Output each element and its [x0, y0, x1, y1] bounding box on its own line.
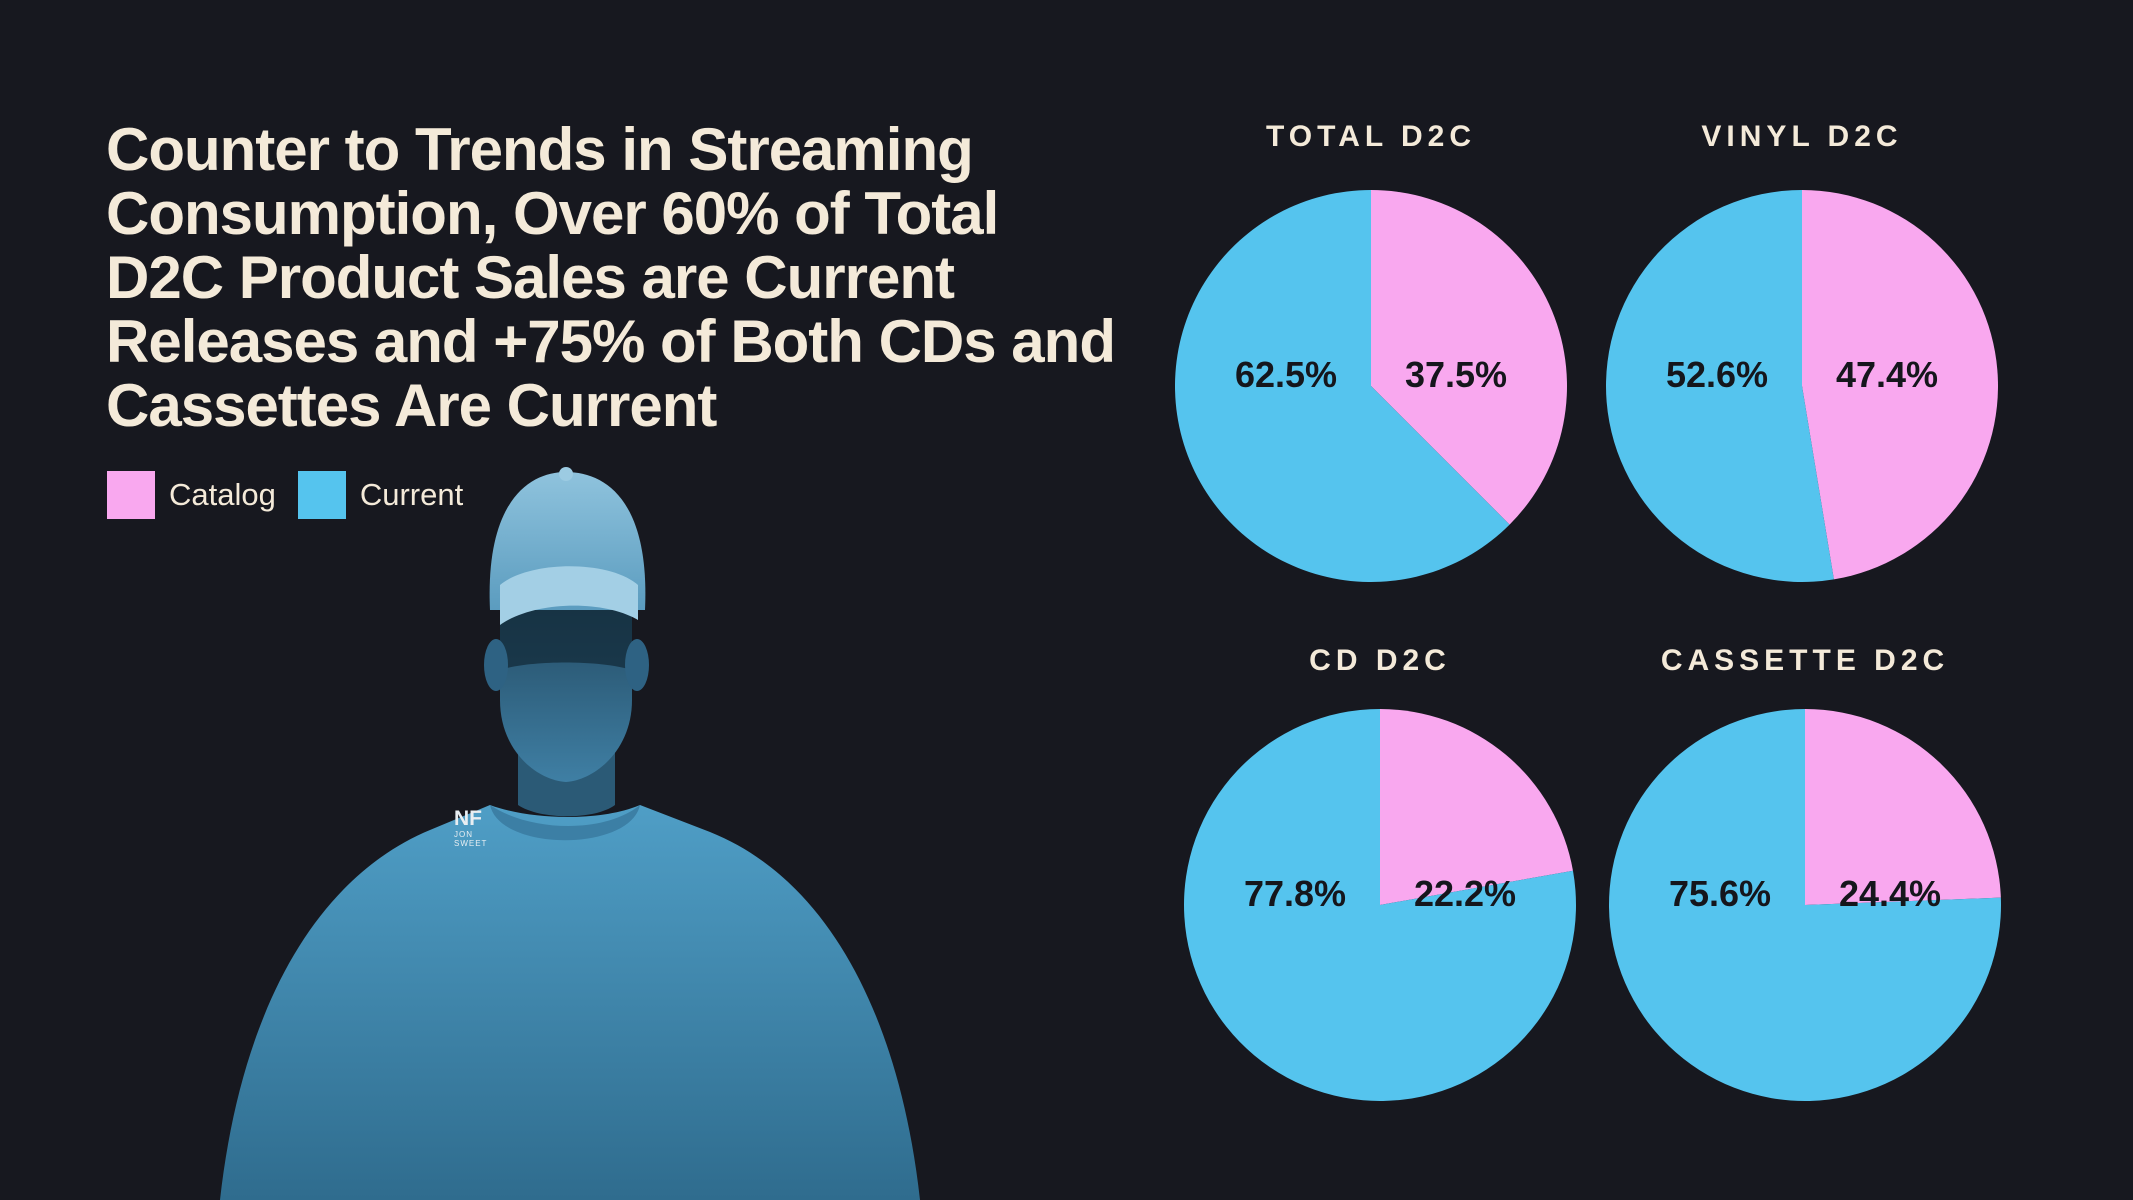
pie-chart-cd-d2c: CD D2C 22.2% 77.8% — [1183, 644, 1576, 1101]
pie-chart-cassette-d2c: CASSETTE D2C 24.4% 75.6% — [1609, 644, 2001, 1101]
pie-slice-total-d2c-current — [1174, 190, 1510, 582]
pie-slice-cassette-d2c-catalog — [1805, 708, 2001, 905]
pie-chart-total-d2c: TOTAL D2C 37.5% 62.5% — [1174, 120, 1567, 582]
pie-label-vinyl-d2c-current: 52.6% — [1666, 354, 1768, 395]
legend: Catalog Current — [107, 471, 485, 519]
legend-swatch-current — [297, 471, 346, 519]
legend-label-current: Current — [359, 477, 464, 512]
pie-chart-vinyl-d2c: VINYL D2C 47.4% 52.6% — [1605, 120, 1998, 582]
pie-label-cd-d2c-current: 77.8% — [1244, 873, 1346, 914]
pie-label-cd-d2c-catalog: 22.2% — [1414, 873, 1516, 914]
pie-slice-cd-d2c-current — [1183, 709, 1576, 1101]
pie-slice-vinyl-d2c-catalog — [1802, 190, 1998, 580]
nf-logo: NF JON SWEET — [454, 807, 488, 849]
pie-label-total-d2c-current: 62.5% — [1235, 354, 1337, 395]
nf-logo-main: NF — [454, 807, 482, 830]
legend-swatch-catalog — [107, 471, 155, 519]
legend-item-catalog: Catalog — [107, 471, 276, 519]
pie-label-vinyl-d2c-catalog: 47.4% — [1836, 354, 1938, 395]
pie-label-cassette-d2c-current: 75.6% — [1669, 873, 1771, 914]
pie-title-cd-d2c: CD D2C — [1309, 644, 1451, 677]
pie-slice-vinyl-d2c-current — [1605, 190, 1834, 582]
pie-label-cassette-d2c-catalog: 24.4% — [1839, 873, 1941, 914]
pie-title-vinyl-d2c: VINYL D2C — [1701, 120, 1902, 153]
pie-slice-cd-d2c-catalog — [1380, 709, 1573, 905]
nf-logo-sub-last: SWEET — [454, 839, 488, 848]
person-photo — [220, 467, 920, 1200]
pie-label-total-d2c-catalog: 37.5% — [1405, 354, 1507, 395]
legend-label-catalog: Catalog — [169, 477, 276, 512]
nf-logo-sub-first: JON — [454, 830, 473, 839]
pie-title-cassette-d2c: CASSETTE D2C — [1661, 644, 1949, 677]
pie-title-total-d2c: TOTAL D2C — [1266, 120, 1476, 153]
page-title: Counter to Trends in Streaming Consumpti… — [106, 116, 1116, 439]
legend-item-current: Current — [297, 471, 464, 519]
pie-slice-total-d2c-catalog — [1371, 190, 1567, 525]
pie-slice-cassette-d2c-current — [1609, 709, 2001, 1101]
